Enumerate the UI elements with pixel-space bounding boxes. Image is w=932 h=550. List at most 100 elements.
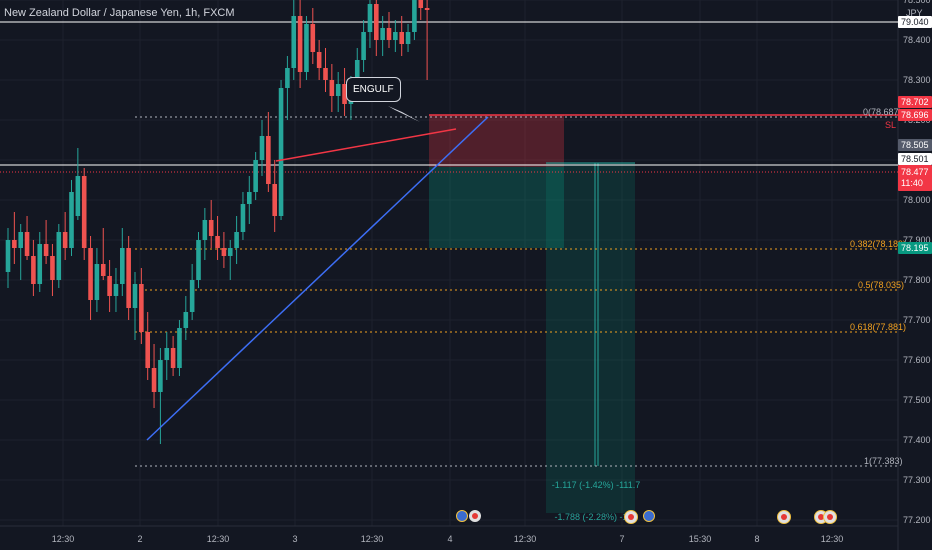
candle-65[interactable] — [418, 0, 424, 8]
candle-2[interactable] — [18, 232, 23, 248]
candle-22[interactable] — [145, 332, 150, 368]
fib-label-1: 1(77.383) — [864, 456, 903, 466]
time-tick-1: 2 — [137, 534, 143, 544]
candle-46[interactable] — [297, 16, 303, 72]
candle-21[interactable] — [139, 284, 144, 332]
candle-55[interactable] — [354, 60, 360, 88]
candle-39[interactable] — [253, 160, 258, 192]
event-japan-icon-2[interactable] — [624, 510, 638, 524]
candle-14[interactable] — [94, 264, 100, 300]
candle-17[interactable] — [113, 284, 119, 296]
event-japan-icon-3[interactable] — [777, 510, 791, 524]
countdown: 11:40 — [901, 178, 923, 188]
candle-58[interactable] — [374, 4, 379, 40]
candle-64[interactable] — [412, 0, 417, 32]
candle-10[interactable] — [69, 192, 74, 248]
price-tick-16: 77.400 — [903, 435, 931, 445]
candle-61[interactable] — [393, 32, 398, 40]
candle-63[interactable] — [405, 32, 411, 44]
symbol-title[interactable]: New Zealand Dollar / Japanese Yen, 1h, F… — [4, 7, 235, 19]
candle-60[interactable] — [386, 28, 392, 40]
candle-1[interactable] — [12, 240, 17, 248]
time-tick-4: 12:30 — [360, 534, 384, 544]
candle-33[interactable] — [215, 236, 220, 248]
candle-8[interactable] — [56, 232, 62, 280]
candle-38[interactable] — [247, 192, 252, 204]
wedge-resistance-line[interactable] — [275, 128, 457, 162]
engulf-pointer — [388, 106, 420, 122]
candle-66[interactable] — [424, 8, 430, 10]
event-nz-flag-icon[interactable] — [456, 510, 468, 522]
candle-51[interactable] — [329, 80, 335, 96]
candle-36[interactable] — [234, 232, 239, 248]
candle-0[interactable] — [5, 240, 11, 272]
candle-49[interactable] — [316, 52, 322, 68]
candle-37[interactable] — [240, 204, 246, 232]
candle-32[interactable] — [208, 220, 214, 236]
candle-9[interactable] — [62, 232, 68, 248]
candle-15[interactable] — [100, 264, 106, 276]
candle-35[interactable] — [227, 248, 233, 256]
candle-42[interactable] — [272, 184, 277, 216]
candle-43[interactable] — [278, 88, 284, 216]
candle-56[interactable] — [361, 32, 366, 60]
engulf-callout[interactable]: ENGULF — [346, 77, 401, 102]
candle-59[interactable] — [380, 28, 385, 40]
candle-26[interactable] — [170, 348, 176, 368]
take-profit-zone[interactable] — [429, 167, 564, 248]
candle-53[interactable] — [342, 84, 347, 104]
candle-27[interactable] — [177, 328, 182, 368]
candle-48[interactable] — [310, 24, 316, 52]
candle-47[interactable] — [304, 24, 309, 72]
candle-19[interactable] — [126, 248, 131, 308]
candle-57[interactable] — [367, 4, 373, 32]
candle-41[interactable] — [266, 136, 271, 184]
candle-7[interactable] — [50, 256, 55, 280]
price-tag-tp: 78.702 — [898, 96, 932, 108]
candle-34[interactable] — [221, 248, 227, 256]
price-tag-current: 78.477 11:40 — [898, 165, 932, 191]
candle-40[interactable] — [259, 136, 265, 160]
candle-5[interactable] — [37, 244, 43, 284]
candle-4[interactable] — [31, 256, 36, 284]
candle-6[interactable] — [43, 244, 49, 256]
candle-45[interactable] — [291, 16, 297, 68]
candle-23[interactable] — [151, 368, 157, 392]
candle-28[interactable] — [183, 312, 189, 328]
measure-label-1: -1.117 (-1.42%) -111.7 — [551, 480, 641, 490]
event-japan-icon-5[interactable] — [823, 510, 837, 524]
candle-44[interactable] — [285, 68, 290, 88]
candle-31[interactable] — [202, 220, 208, 240]
time-tick-8: 15:30 — [688, 534, 712, 544]
candle-30[interactable] — [196, 240, 201, 280]
measure-label-2: -1.788 (-2.28%) -178 — [554, 512, 638, 522]
ascending-trendline[interactable] — [146, 116, 489, 441]
event-nz-flag-icon-2[interactable] — [643, 510, 655, 522]
candle-3[interactable] — [24, 232, 30, 256]
price-tag-line: 78.501 — [898, 153, 932, 165]
price-tick-11: 77.900 — [903, 235, 931, 245]
candle-18[interactable] — [120, 248, 125, 284]
candle-16[interactable] — [107, 276, 112, 296]
candle-11[interactable] — [75, 176, 81, 216]
time-tick-0: 12:30 — [51, 534, 75, 544]
price-tick-7: 78.300 — [903, 75, 931, 85]
event-japan-icon[interactable] — [469, 510, 481, 522]
candle-24[interactable] — [158, 360, 163, 392]
price-tick-17: 77.300 — [903, 475, 931, 485]
candle-13[interactable] — [88, 248, 93, 300]
candle-25[interactable] — [164, 348, 170, 360]
candle-52[interactable] — [335, 84, 341, 96]
candle-20[interactable] — [132, 284, 138, 308]
candle-29[interactable] — [189, 280, 195, 312]
price-tag-sl: 78.696 — [898, 109, 932, 121]
time-tick-5: 4 — [447, 534, 453, 544]
candle-50[interactable] — [323, 68, 328, 80]
time-tick-6: 12:30 — [513, 534, 537, 544]
measure-zone[interactable] — [546, 163, 635, 513]
candle-62[interactable] — [399, 32, 404, 44]
time-tick-10: 12:30 — [820, 534, 844, 544]
candle-12[interactable] — [81, 176, 87, 248]
stop-loss-zone[interactable] — [429, 115, 564, 167]
